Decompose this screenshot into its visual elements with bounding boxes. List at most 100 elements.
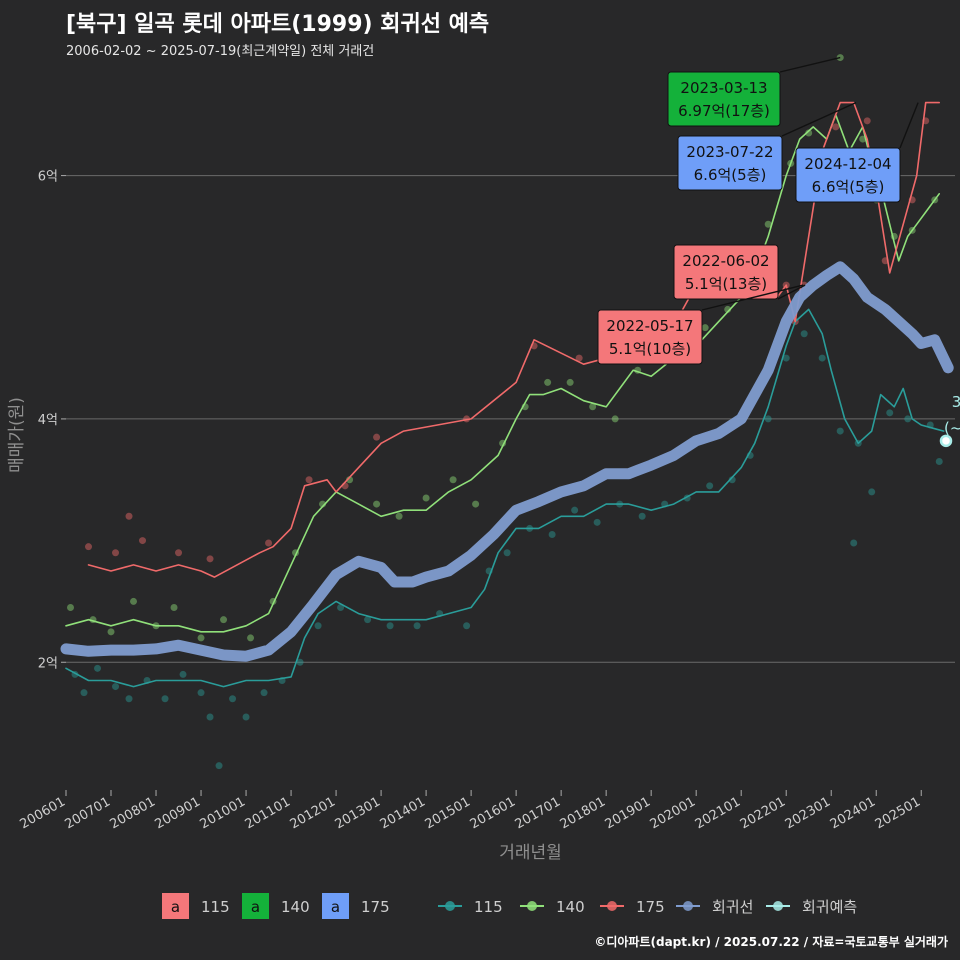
annotation-leader — [899, 102, 919, 149]
legend-label: 175 — [361, 898, 390, 916]
data-point-175 — [175, 549, 183, 557]
data-point-115 — [548, 531, 556, 538]
data-point-115 — [112, 683, 120, 691]
x-tick-label: 201301 — [333, 794, 383, 832]
x-tick-label: 201201 — [288, 794, 338, 832]
x-tick-label: 202201 — [738, 794, 788, 832]
data-point-175 — [206, 555, 214, 563]
legend-marker — [527, 901, 537, 911]
x-tick-label: 202001 — [648, 794, 698, 832]
annotation-box — [597, 309, 703, 365]
data-point-115 — [706, 482, 714, 490]
data-point-115 — [94, 664, 102, 672]
data-point-115 — [206, 713, 214, 721]
x-tick-label: 201101 — [243, 794, 293, 832]
data-point-140 — [346, 476, 354, 484]
x-tick-label: 202401 — [828, 794, 878, 832]
data-point-115 — [364, 616, 372, 624]
data-point-140 — [373, 500, 381, 508]
data-point-140 — [422, 494, 430, 502]
x-tick-label: 200701 — [63, 794, 113, 832]
data-point-175 — [85, 543, 93, 551]
data-point-175 — [265, 539, 273, 547]
annotation-date: 2023-03-13 — [680, 79, 767, 97]
data-point-175 — [125, 512, 133, 520]
data-point-140 — [197, 634, 205, 642]
annotation-leader — [777, 284, 806, 300]
x-tick-label: 200801 — [108, 794, 158, 832]
data-point-115 — [242, 713, 250, 721]
data-point-140 — [544, 378, 552, 386]
legend-swatch — [162, 893, 189, 919]
data-point-140 — [764, 220, 772, 228]
data-point-115 — [314, 622, 322, 630]
legend-marker — [773, 901, 783, 911]
legend-label: 175 — [636, 898, 665, 916]
data-point-140 — [395, 512, 403, 520]
data-point-115 — [80, 689, 88, 697]
data-point-115 — [728, 476, 736, 484]
annotation-label: 2024-12-04 6.6억(5층) — [795, 102, 919, 203]
data-point-115 — [125, 695, 133, 703]
data-point-175 — [305, 476, 313, 484]
x-tick-label: 201501 — [423, 794, 473, 832]
data-point-115 — [161, 695, 169, 703]
data-point-140 — [611, 415, 619, 423]
annotation-date: 2022-06-02 — [682, 252, 769, 270]
data-point-140 — [170, 604, 178, 611]
legend-label: 회귀예측 — [802, 898, 857, 916]
y-tick-label: 2억 — [38, 656, 58, 671]
data-point-140 — [701, 324, 709, 332]
legend-label: 115 — [474, 898, 503, 916]
x-tick-label: 201701 — [513, 794, 563, 832]
data-point-175 — [832, 123, 840, 131]
data-point-115 — [229, 695, 237, 703]
forecast-point — [939, 434, 953, 448]
data-point-140 — [107, 628, 115, 636]
x-axis-label: 거래년월 — [499, 843, 562, 863]
annotation-box — [673, 244, 779, 300]
legend-label: 140 — [556, 898, 585, 916]
x-tick-label: 200601 — [18, 794, 68, 832]
x-tick-label: 200901 — [153, 794, 203, 832]
data-point-140 — [589, 403, 597, 411]
x-tick-label: 202301 — [783, 794, 833, 832]
data-point-115 — [179, 670, 187, 678]
annotation-leader — [781, 101, 857, 137]
legend-label: 회귀선 — [712, 898, 753, 916]
annotation-box — [795, 147, 901, 203]
annotation-label: 2023-07-22 6.6억(5층) — [677, 101, 857, 191]
data-point-115 — [764, 415, 772, 423]
legend-marker — [607, 901, 617, 911]
forecast-area-label: (~115㎡) — [944, 419, 960, 437]
data-point-115 — [782, 354, 790, 362]
data-point-115 — [593, 518, 601, 526]
trend-line — [60, 261, 954, 662]
data-point-115 — [638, 512, 646, 520]
data-point-115 — [337, 604, 345, 611]
legend-swatch-symbol: a — [331, 898, 340, 916]
data-point-140 — [566, 378, 574, 386]
legend-swatch — [322, 893, 349, 919]
y-axis-label: 매매가(원) — [7, 397, 27, 473]
data-point-140 — [130, 597, 138, 605]
data-point-115 — [886, 409, 894, 417]
x-tick-label: 202101 — [693, 794, 743, 832]
annotation-date: 2023-07-22 — [686, 143, 773, 161]
data-point-115 — [197, 689, 205, 697]
series-line-115 — [65, 308, 945, 688]
data-point-140 — [247, 634, 255, 642]
annotation-date: 2022-05-17 — [606, 317, 693, 335]
data-point-115 — [935, 458, 943, 465]
credit-footer: ©디아파트(dapt.kr) / 2025.07.22 / 자료=국토교통부 실… — [594, 935, 948, 949]
data-point-115 — [904, 415, 912, 423]
annotation-box — [677, 135, 783, 191]
annotation-value: 5.1억(13층) — [685, 275, 767, 293]
series-line-140 — [65, 114, 940, 633]
data-point-140 — [472, 500, 480, 508]
data-point-175 — [139, 537, 147, 545]
data-point-115 — [571, 506, 579, 514]
data-point-115 — [503, 549, 511, 557]
data-point-115 — [818, 354, 826, 362]
